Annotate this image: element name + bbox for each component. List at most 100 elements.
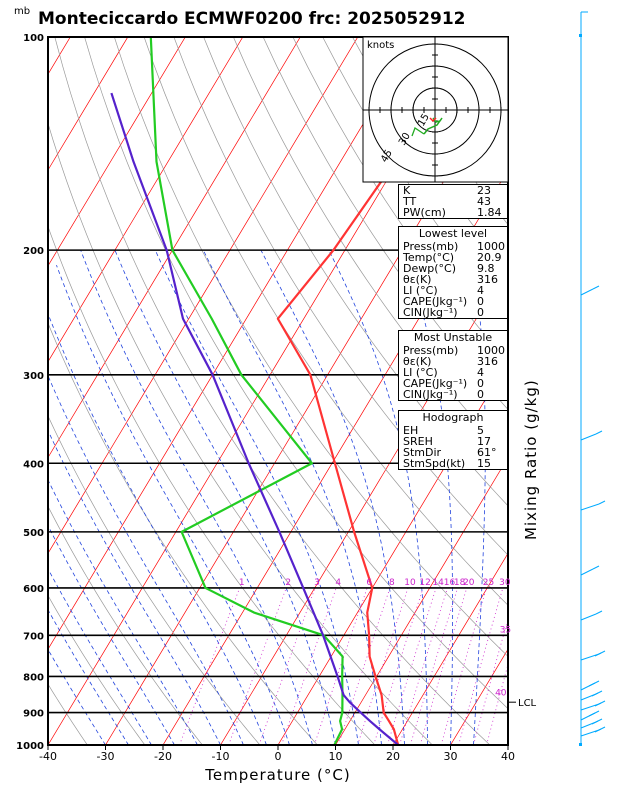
wind-barb-flag — [594, 652, 602, 657]
panel-key: Dewp(°C) — [403, 262, 456, 275]
panel-value: 43 — [477, 195, 491, 208]
panel-key: θε(K) — [403, 355, 432, 368]
mixing-ratio-label: 10 — [404, 578, 416, 588]
panel-key: K — [403, 184, 411, 197]
dry-adiabat — [48, 505, 203, 745]
wind-barb-flag — [595, 610, 603, 615]
panel-row: CAPE(Jkg⁻¹) 0 — [399, 378, 507, 389]
mixing-ratio-label: 25 — [483, 578, 494, 588]
dry-adiabat — [531, 37, 618, 745]
dry-adiabat — [173, 37, 508, 556]
dry-adiabat — [233, 37, 508, 458]
panel-value: 61° — [477, 446, 497, 459]
x-tick-label: -40 — [39, 750, 57, 763]
wind-bottom-marker — [579, 743, 582, 746]
panel-value: 1000 — [477, 240, 505, 253]
panel-key: CAPE(Jkg⁻¹) — [403, 295, 468, 308]
panel-key: TT — [403, 195, 417, 208]
dry-adiabat — [48, 225, 376, 745]
panel-row: θε(K) 316 — [399, 274, 507, 285]
moist-adiabat — [402, 249, 454, 745]
panel-value: 15 — [477, 457, 491, 470]
dry-adiabat — [48, 322, 318, 745]
mixing-ratio-line — [338, 587, 391, 745]
chart-title: Monteciccardo ECMWF0200 frc: 2025052912 — [38, 9, 466, 29]
mixing-ratio-label: 14 — [432, 578, 444, 588]
moist-adiabat — [202, 249, 382, 745]
mixing-ratio-label: 20 — [463, 578, 475, 588]
panel-value: 9.8 — [477, 262, 495, 275]
panel-value: 0 — [477, 388, 484, 401]
moist-adiabat — [48, 567, 152, 745]
x-tick-label: 30 — [444, 750, 458, 763]
panel-row: CIN(Jkg⁻¹) 0 — [399, 307, 507, 318]
isotherm-line — [566, 37, 618, 745]
dry-adiabat — [203, 37, 508, 507]
pressure-unit-label: mb — [14, 6, 31, 17]
panel-row: LI (°C) 4 — [399, 367, 507, 378]
x-tick-label: -10 — [212, 750, 230, 763]
pressure-tick-label: 100 — [23, 33, 44, 44]
pressure-tick-label: 400 — [23, 459, 44, 470]
panel-value: 4 — [477, 284, 484, 297]
mixing-ratio-label: 1 — [239, 578, 245, 588]
indices-panel: K 23 TT 43 PW(cm) 1.84 — [398, 184, 508, 219]
panel-key: SREH — [403, 435, 433, 448]
pressure-tick-label: 900 — [23, 709, 44, 720]
mixing-ratio-label: 35 — [500, 625, 511, 635]
mixing-ratio-line — [473, 617, 508, 745]
hodograph-trace — [423, 117, 443, 135]
wind-barb-flag — [592, 565, 600, 570]
hodograph-trace-high — [411, 127, 425, 137]
mixing-ratio-axis-label: Mixing Ratio (g/kg) — [522, 379, 540, 540]
panel-row: TT 43 — [399, 196, 507, 207]
mixing-ratio-label: 3 — [314, 578, 320, 588]
wind-barb-flag — [592, 285, 600, 290]
panel-row: Press(mb) 1000 — [399, 241, 507, 252]
panel-key: CIN(Jkg⁻¹) — [403, 388, 458, 401]
x-tick-label: 40 — [501, 750, 515, 763]
x-tick-label: 20 — [386, 750, 400, 763]
wind-barb — [580, 288, 594, 296]
panel-row: CAPE(Jkg⁻¹) 0 — [399, 296, 507, 307]
wind-barb-flag — [595, 430, 603, 435]
dry-adiabat — [84, 37, 508, 710]
panel-value: 0 — [477, 295, 484, 308]
panel-value: 23 — [477, 184, 491, 197]
temperature-profile — [276, 37, 491, 745]
panel-key: θε(K) — [403, 273, 432, 286]
mixing-ratio-label: 8 — [389, 578, 395, 588]
panel-value: 0 — [477, 377, 484, 390]
pressure-tick-label: 300 — [23, 371, 44, 382]
panel-key: StmSpd(kt) — [403, 457, 466, 470]
isotherm-line — [48, 37, 186, 267]
panel-value: 316 — [477, 273, 498, 286]
mixing-ratio-line — [281, 587, 337, 745]
panel-row: LI (°C) 4 — [399, 285, 507, 296]
lcl-label: LCL — [518, 698, 537, 709]
moist-adiabat — [48, 312, 267, 745]
panel-value: 17 — [477, 435, 491, 448]
moist-adiabat — [48, 648, 106, 745]
isotherm-line — [48, 37, 416, 650]
isotherm-line — [48, 37, 359, 555]
mixing-ratio-label: 6 — [366, 578, 372, 588]
dry-adiabat — [114, 37, 508, 657]
x-tick-label: 0 — [275, 750, 282, 763]
dry-adiabat — [48, 594, 146, 745]
dry-adiabat — [500, 37, 508, 48]
panel-row: K 23 — [399, 185, 507, 196]
panel-row: CIN(Jkg⁻¹) 0 — [399, 389, 507, 400]
dry-adiabat — [48, 683, 88, 745]
panel-key: Press(mb) — [403, 240, 459, 253]
wind-barb-flag — [588, 712, 596, 717]
x-axis-label: Temperature (°C) — [204, 766, 350, 784]
pressure-tick-label: 800 — [23, 672, 44, 683]
lowest-level-panel: Lowest level Press(mb) 1000 Temp(°C) 20.9 Dew… — [398, 226, 508, 319]
moist-adiabat — [48, 429, 221, 745]
panel-key: StmDir — [403, 446, 442, 459]
panel-value: 5 — [477, 424, 484, 437]
panel-value: 1000 — [477, 344, 505, 357]
dry-adiabat — [48, 122, 433, 745]
